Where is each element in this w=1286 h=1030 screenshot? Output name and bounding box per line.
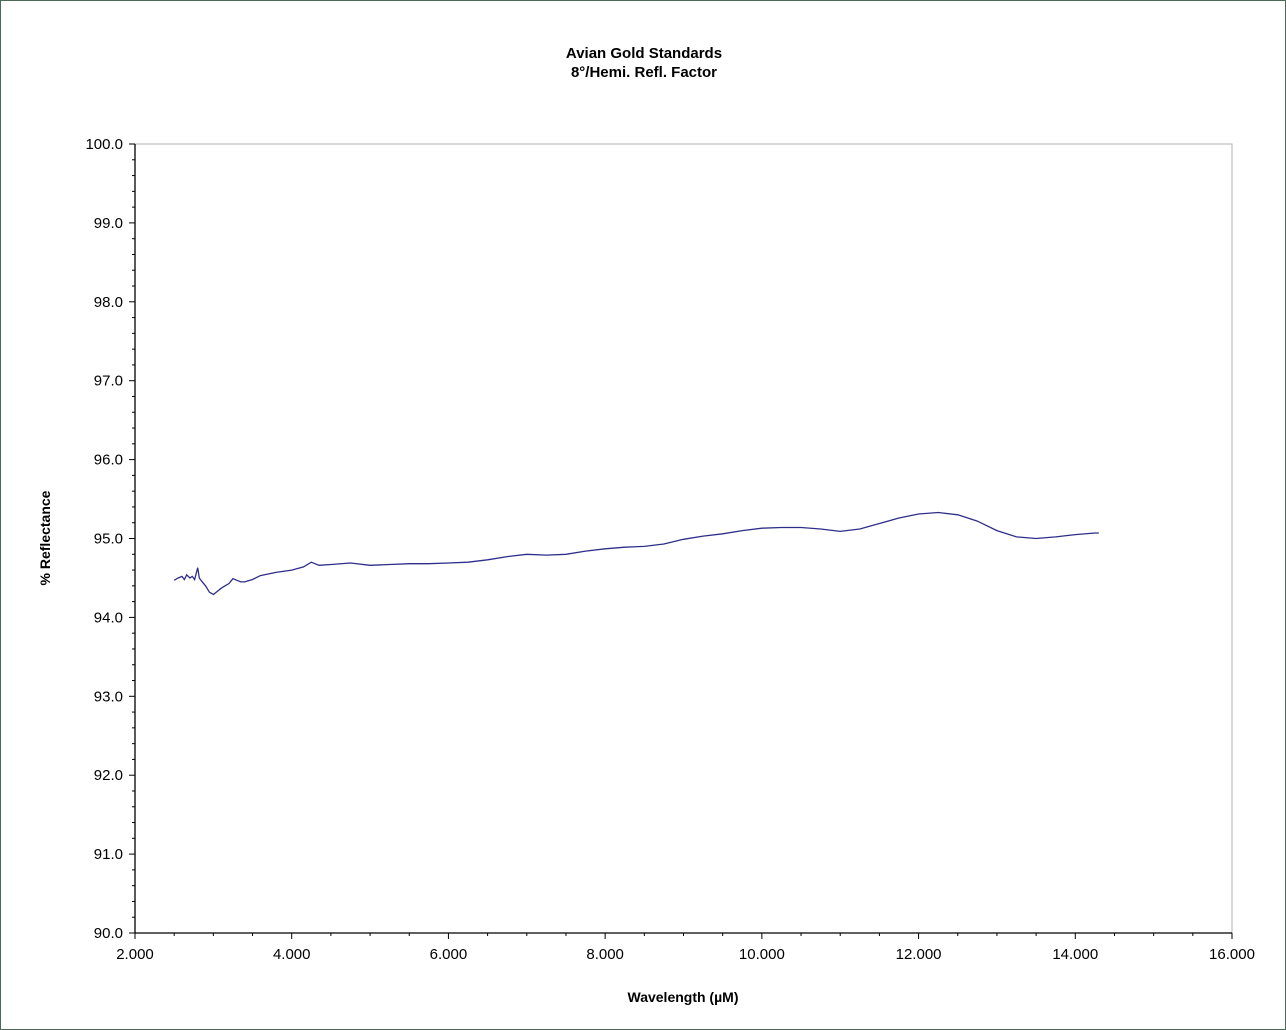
x-axis-label: Wavelength (µM) <box>628 989 739 1005</box>
x-tick-label: 4.000 <box>273 946 311 963</box>
y-tick-label: 93.0 <box>94 688 123 705</box>
chart-title: Avian Gold Standards <box>566 45 722 62</box>
y-tick-label: 98.0 <box>94 294 123 311</box>
y-tick-label: 92.0 <box>94 767 123 784</box>
y-tick-label: 95.0 <box>94 531 123 548</box>
y-tick-label: 91.0 <box>94 846 123 863</box>
x-tick-label: 10.000 <box>739 946 785 963</box>
y-tick-label: 90.0 <box>94 925 123 942</box>
y-tick-label: 94.0 <box>94 609 123 626</box>
x-tick-label: 8.000 <box>586 946 624 963</box>
x-tick-label: 14.000 <box>1052 946 1098 963</box>
plot-area <box>134 143 1233 934</box>
x-tick-label: 2.000 <box>116 946 154 963</box>
x-tick-label: 6.000 <box>430 946 468 963</box>
y-axis-ticks: 90.0 91.0 92.0 93.0 94.0 95.0 96.0 97.0 98.0 99.0… <box>85 136 135 942</box>
y-tick-label: 100.0 <box>85 136 123 153</box>
y-tick-label: 96.0 <box>94 452 123 469</box>
x-tick-label: 16.000 <box>1209 946 1255 963</box>
x-tick-label: 12.000 <box>896 946 942 963</box>
y-tick-label: 97.0 <box>94 373 123 390</box>
x-axis-ticks: 2.000 4.000 6.000 8.000 10.000 12.000 14.000 16… <box>116 933 1255 963</box>
series-line-reflectance <box>173 511 1099 596</box>
y-axis-label: % Reflectance <box>37 490 53 585</box>
y-tick-label: 99.0 <box>94 215 123 232</box>
chart-subtitle: 8°/Hemi. Refl. Factor <box>571 64 717 81</box>
